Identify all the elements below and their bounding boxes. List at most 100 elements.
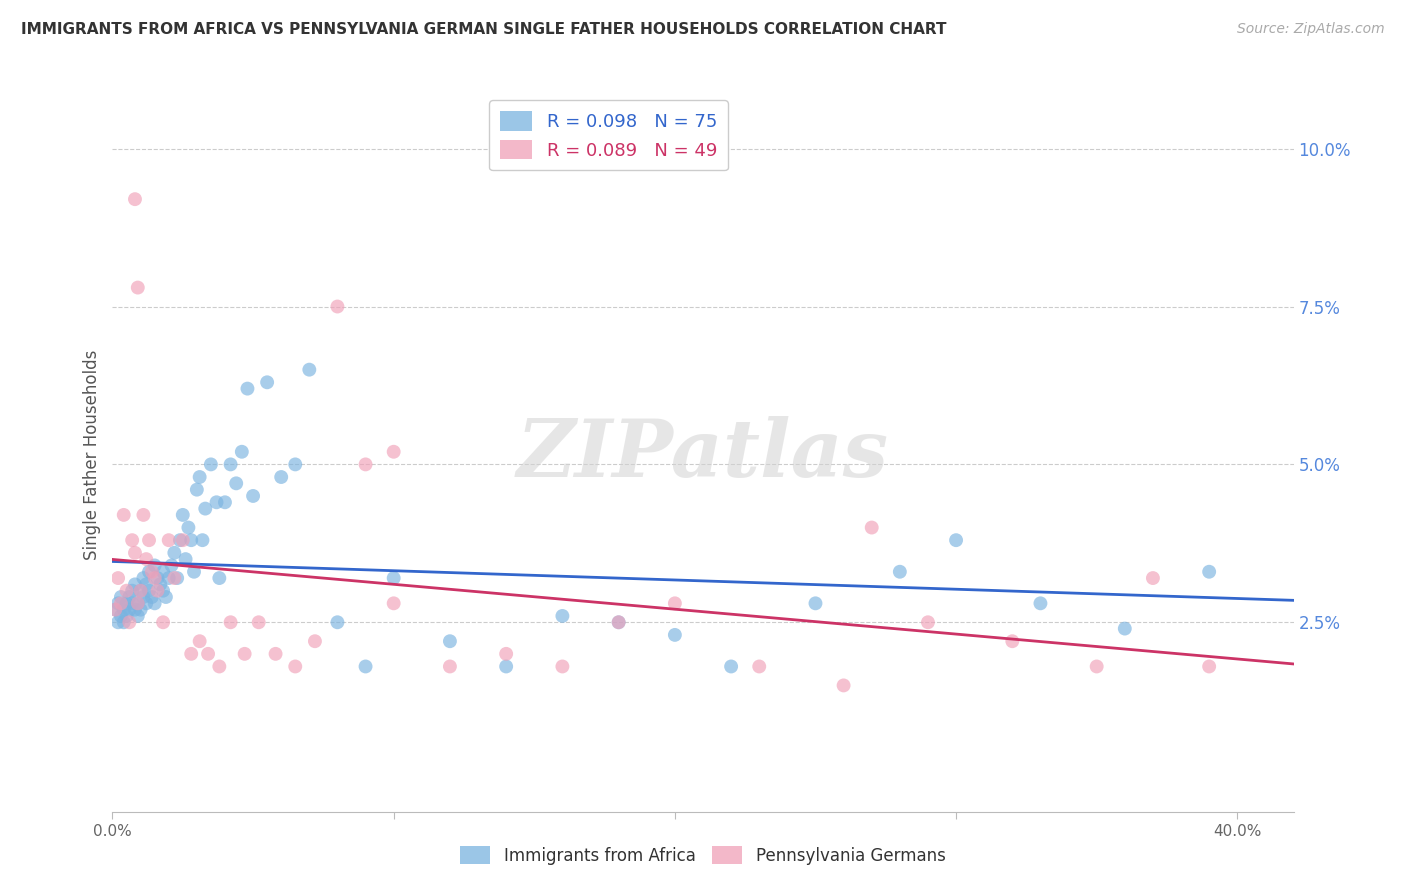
Point — [256, 376, 278, 390]
Point — [231, 444, 253, 458]
Point — [200, 458, 222, 472]
Point — [270, 470, 292, 484]
Point — [110, 590, 132, 604]
Point — [160, 558, 183, 573]
Point — [236, 382, 259, 396]
Point — [382, 571, 405, 585]
Point — [298, 362, 321, 376]
Point — [127, 596, 149, 610]
Point — [326, 615, 349, 630]
Point — [1142, 571, 1164, 585]
Point — [157, 571, 180, 585]
Point — [439, 659, 461, 673]
Point — [129, 602, 152, 616]
Point — [143, 596, 166, 610]
Point — [141, 590, 163, 604]
Point — [110, 596, 132, 610]
Y-axis label: Single Father Households: Single Father Households — [83, 350, 101, 560]
Point — [107, 571, 129, 585]
Point — [186, 483, 208, 497]
Point — [124, 602, 146, 616]
Point — [135, 552, 157, 566]
Point — [208, 571, 231, 585]
Point — [118, 615, 141, 630]
Point — [115, 583, 138, 598]
Point — [889, 565, 911, 579]
Point — [188, 470, 211, 484]
Point — [197, 647, 219, 661]
Point — [104, 602, 127, 616]
Point — [112, 615, 135, 630]
Point — [138, 565, 160, 579]
Point — [124, 192, 146, 206]
Point — [143, 558, 166, 573]
Point — [382, 596, 405, 610]
Point — [219, 458, 242, 472]
Point — [1114, 622, 1136, 636]
Point — [169, 533, 191, 548]
Point — [163, 546, 186, 560]
Point — [354, 458, 377, 472]
Point — [166, 571, 188, 585]
Point — [326, 300, 349, 314]
Point — [115, 596, 138, 610]
Point — [157, 533, 180, 548]
Point — [129, 583, 152, 598]
Point — [304, 634, 326, 648]
Point — [247, 615, 270, 630]
Point — [720, 659, 742, 673]
Point — [146, 571, 169, 585]
Point — [132, 590, 155, 604]
Point — [121, 596, 143, 610]
Point — [152, 565, 174, 579]
Point — [860, 520, 883, 534]
Point — [152, 583, 174, 598]
Point — [152, 615, 174, 630]
Point — [107, 615, 129, 630]
Point — [1198, 659, 1220, 673]
Point — [607, 615, 630, 630]
Point — [174, 552, 197, 566]
Point — [183, 565, 205, 579]
Point — [146, 583, 169, 598]
Point — [127, 280, 149, 294]
Point — [664, 596, 686, 610]
Point — [225, 476, 247, 491]
Point — [551, 609, 574, 624]
Point — [155, 590, 177, 604]
Point — [118, 590, 141, 604]
Point — [115, 609, 138, 624]
Point — [1198, 565, 1220, 579]
Point — [138, 583, 160, 598]
Point — [118, 602, 141, 616]
Point — [832, 678, 855, 692]
Point — [112, 508, 135, 522]
Point — [107, 596, 129, 610]
Point — [382, 444, 405, 458]
Text: Source: ZipAtlas.com: Source: ZipAtlas.com — [1237, 22, 1385, 37]
Point — [127, 596, 149, 610]
Text: ZIPatlas: ZIPatlas — [517, 417, 889, 493]
Point — [551, 659, 574, 673]
Point — [135, 596, 157, 610]
Point — [191, 533, 214, 548]
Point — [284, 659, 307, 673]
Point — [214, 495, 236, 509]
Point — [129, 583, 152, 598]
Point — [804, 596, 827, 610]
Point — [1085, 659, 1108, 673]
Point — [124, 546, 146, 560]
Point — [163, 571, 186, 585]
Point — [121, 583, 143, 598]
Point — [1029, 596, 1052, 610]
Point — [945, 533, 967, 548]
Point — [233, 647, 256, 661]
Point — [132, 508, 155, 522]
Point — [495, 647, 517, 661]
Point — [141, 565, 163, 579]
Point — [917, 615, 939, 630]
Point — [219, 615, 242, 630]
Point — [180, 533, 202, 548]
Legend: Immigrants from Africa, Pennsylvania Germans: Immigrants from Africa, Pennsylvania Ger… — [454, 839, 952, 871]
Point — [143, 571, 166, 585]
